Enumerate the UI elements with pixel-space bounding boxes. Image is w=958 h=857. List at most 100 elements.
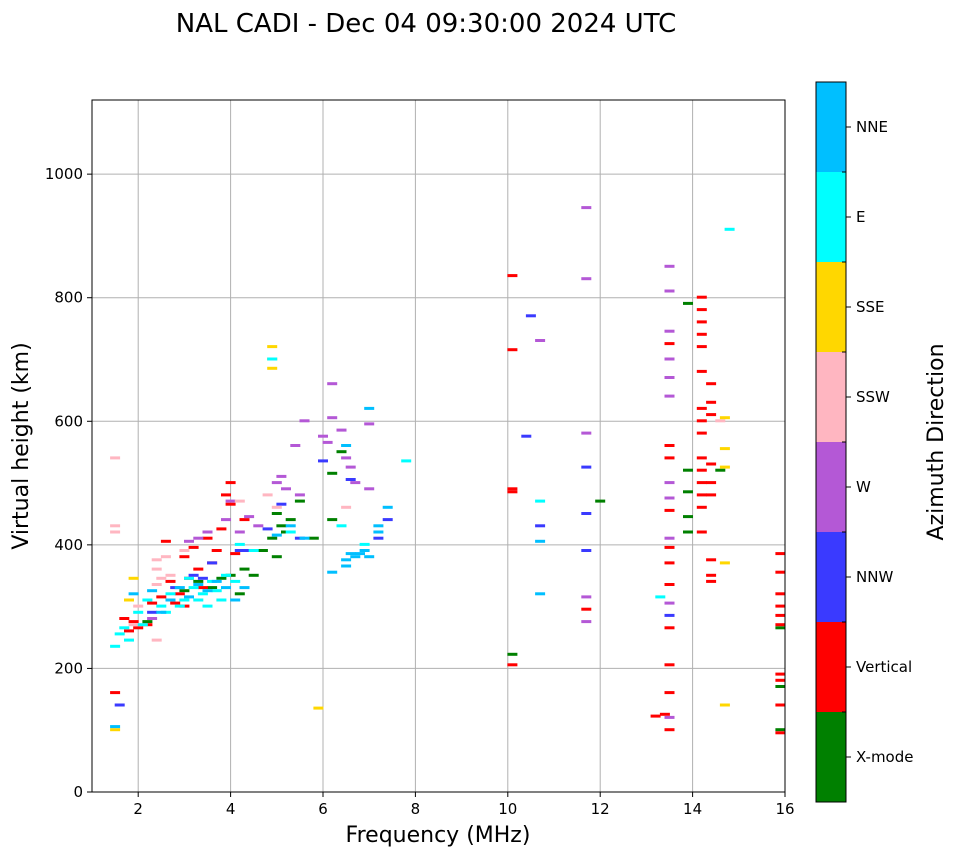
data-point-ssw bbox=[151, 638, 162, 642]
data-point-w bbox=[327, 382, 338, 386]
data-point-vertical bbox=[507, 487, 518, 491]
data-point-nnw bbox=[382, 518, 393, 522]
colorbar-swatch bbox=[816, 352, 846, 442]
data-point-nne bbox=[165, 598, 176, 602]
data-point-e bbox=[193, 598, 204, 602]
data-point-nne bbox=[350, 555, 361, 559]
data-point-nne bbox=[382, 505, 393, 509]
data-point-w bbox=[276, 474, 287, 478]
data-point-sse bbox=[719, 465, 730, 469]
data-point-nnw bbox=[262, 527, 273, 531]
data-point-vertical bbox=[110, 691, 121, 695]
data-point-e bbox=[137, 623, 148, 627]
data-point-nne bbox=[202, 589, 213, 593]
data-point-nnw bbox=[345, 478, 356, 481]
data-point-ssw bbox=[133, 604, 144, 608]
data-point-w bbox=[664, 481, 675, 485]
data-point-x-mode bbox=[683, 490, 693, 494]
data-point-nnw bbox=[521, 434, 532, 438]
data-point-x-mode bbox=[775, 685, 786, 688]
data-point-ssw bbox=[110, 456, 121, 460]
y-tick-label: 800 bbox=[54, 289, 83, 307]
data-point-w bbox=[664, 394, 675, 398]
data-point-vertical bbox=[230, 552, 241, 556]
data-point-e bbox=[216, 598, 227, 602]
data-point-vertical bbox=[507, 663, 518, 667]
data-point-vertical bbox=[188, 545, 199, 549]
data-point-e bbox=[114, 632, 125, 636]
data-point-vertical bbox=[696, 320, 707, 324]
data-point-w bbox=[581, 277, 592, 281]
data-point-sse bbox=[719, 447, 730, 451]
x-axis-label: Frequency (MHz) bbox=[346, 823, 531, 848]
data-point-x-mode bbox=[193, 579, 204, 583]
data-point-ssw bbox=[156, 576, 167, 580]
data-point-nne bbox=[174, 586, 185, 590]
data-point-ssw bbox=[151, 567, 162, 571]
data-point-w bbox=[664, 289, 675, 293]
data-point-sse bbox=[719, 416, 730, 420]
data-point-vertical bbox=[696, 308, 707, 312]
data-point-vertical bbox=[775, 613, 786, 617]
data-point-e bbox=[401, 459, 412, 463]
data-point-x-mode bbox=[683, 301, 693, 305]
data-point-w bbox=[253, 524, 264, 528]
data-point-sse bbox=[719, 703, 730, 707]
x-tick-label: 6 bbox=[318, 800, 328, 818]
data-point-x-mode bbox=[267, 536, 278, 540]
data-point-nnw bbox=[373, 536, 384, 540]
data-point-vertical bbox=[174, 592, 185, 596]
data-point-vertical bbox=[664, 508, 675, 512]
colorbar-tick-label: W bbox=[856, 478, 871, 496]
data-point-nne bbox=[299, 536, 310, 540]
data-point-vertical bbox=[706, 493, 717, 497]
data-point-w bbox=[581, 431, 592, 435]
data-point-vertical bbox=[650, 714, 661, 718]
colorbar-tick-label: Vertical bbox=[856, 658, 912, 676]
data-point-e bbox=[267, 357, 278, 361]
data-point-nne bbox=[184, 595, 194, 599]
data-point-nnw bbox=[581, 512, 592, 515]
data-point-nne bbox=[341, 558, 352, 562]
data-point-ssw bbox=[165, 573, 176, 577]
data-point-vertical bbox=[775, 552, 786, 556]
data-point-e bbox=[188, 586, 199, 590]
data-point-vertical bbox=[225, 502, 236, 506]
data-point-w bbox=[271, 481, 282, 485]
data-point-e bbox=[174, 604, 185, 608]
data-point-x-mode bbox=[683, 515, 693, 519]
data-point-e bbox=[359, 542, 370, 546]
y-tick-label: 200 bbox=[54, 659, 83, 677]
data-point-w bbox=[336, 428, 347, 432]
data-point-w bbox=[202, 530, 213, 534]
data-point-e bbox=[179, 598, 190, 602]
data-point-x-mode bbox=[179, 589, 190, 593]
data-point-vertical bbox=[664, 342, 675, 346]
data-point-ssw bbox=[715, 419, 726, 423]
colorbar-frame bbox=[815, 81, 847, 803]
data-point-w bbox=[664, 715, 675, 719]
data-point-x-mode bbox=[683, 468, 693, 472]
data-point-nnw bbox=[581, 549, 592, 552]
data-point-e bbox=[211, 589, 222, 593]
data-point-x-mode bbox=[595, 499, 606, 503]
colorbar-tick-label: NNW bbox=[856, 568, 893, 586]
data-point-vertical bbox=[193, 567, 204, 571]
data-point-vertical bbox=[147, 601, 158, 605]
data-point-nne bbox=[230, 598, 241, 602]
data-point-vertical bbox=[696, 345, 707, 349]
data-point-nne bbox=[271, 533, 282, 537]
x-tick-label: 8 bbox=[411, 800, 421, 818]
data-point-nnw bbox=[188, 573, 199, 577]
data-point-vertical bbox=[507, 274, 518, 278]
data-point-w bbox=[581, 206, 592, 210]
data-point-sse bbox=[110, 728, 121, 732]
data-point-vertical bbox=[170, 601, 181, 605]
data-point-nne bbox=[193, 583, 204, 586]
data-point-vertical bbox=[664, 583, 675, 586]
data-point-e bbox=[197, 592, 208, 596]
data-point-vertical bbox=[507, 348, 518, 352]
data-point-vertical bbox=[160, 539, 171, 543]
data-point-vertical bbox=[706, 481, 717, 485]
data-point-w bbox=[318, 434, 328, 438]
